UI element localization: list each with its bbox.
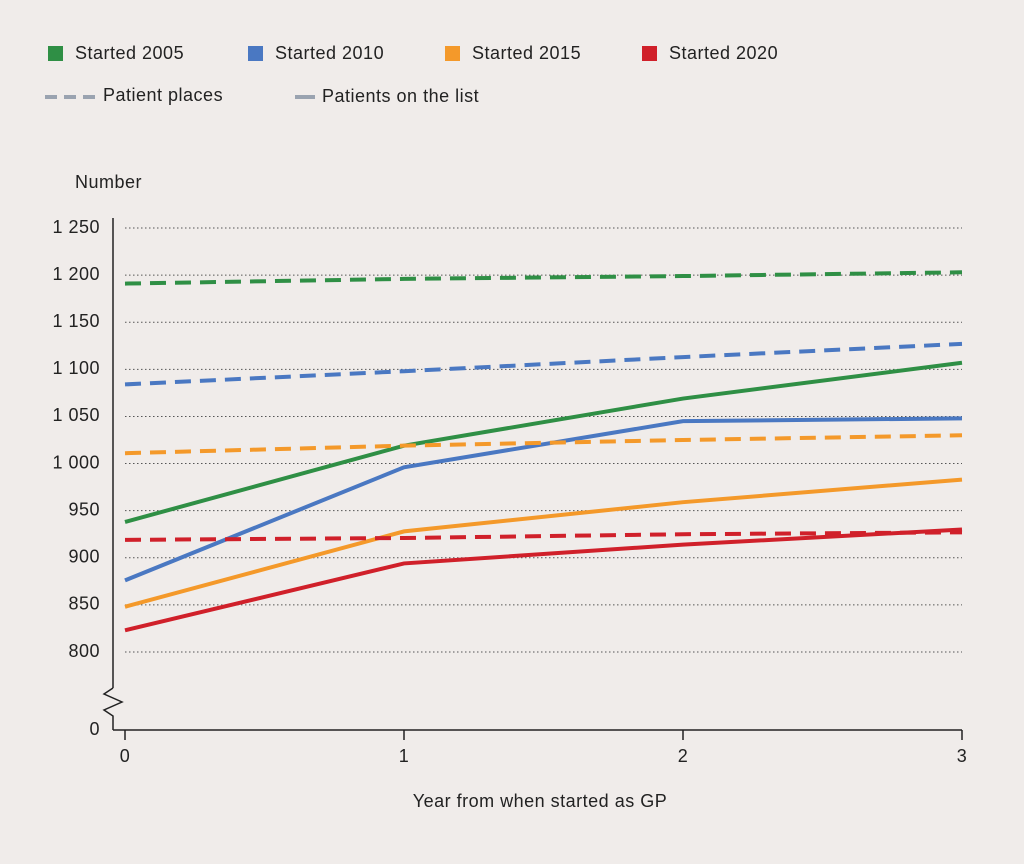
patient-places-line — [124, 433, 963, 456]
legend-swatch — [248, 46, 263, 61]
y-tick-label: 1 000 — [52, 452, 100, 472]
y-axis-label: Number — [75, 172, 142, 192]
patients-line — [124, 477, 963, 609]
y-tick-label: 950 — [68, 499, 100, 519]
axis-break — [102, 687, 124, 730]
patient-places-line — [124, 270, 963, 286]
legend-swatch — [445, 46, 460, 61]
y-tick-label: 1 250 — [52, 217, 100, 237]
x-tick-label: 0 — [120, 746, 131, 766]
patient-places-line — [124, 341, 963, 387]
y-tick-label: 900 — [68, 547, 100, 567]
x-axis-label: Year from when started as GP — [413, 791, 667, 811]
legend-label: Started 2010 — [275, 43, 384, 63]
y-tick-label: 0 — [89, 719, 100, 739]
x-tick-label: 3 — [957, 746, 968, 766]
y-tick-label: 1 050 — [52, 405, 100, 425]
legend-label: Patient places — [103, 85, 223, 105]
y-tick-label: 1 150 — [52, 311, 100, 331]
y-tick-label: 800 — [68, 641, 100, 661]
legend-label: Started 2005 — [75, 43, 184, 63]
y-tick-label: 850 — [68, 594, 100, 614]
legend-swatch — [48, 46, 63, 61]
legend-label: Patients on the list — [322, 86, 479, 106]
x-tick-label: 2 — [678, 746, 689, 766]
patient-places-line — [124, 530, 963, 542]
x-tick-label: 1 — [399, 746, 410, 766]
patients-line — [124, 527, 963, 633]
patients-line — [124, 416, 963, 583]
legend-swatch — [642, 46, 657, 61]
legend-label: Started 2015 — [472, 43, 581, 63]
legend-label: Started 2020 — [669, 43, 778, 63]
patients-line — [124, 360, 963, 524]
y-tick-label: 1 200 — [52, 264, 100, 284]
y-tick-label: 1 100 — [52, 358, 100, 378]
